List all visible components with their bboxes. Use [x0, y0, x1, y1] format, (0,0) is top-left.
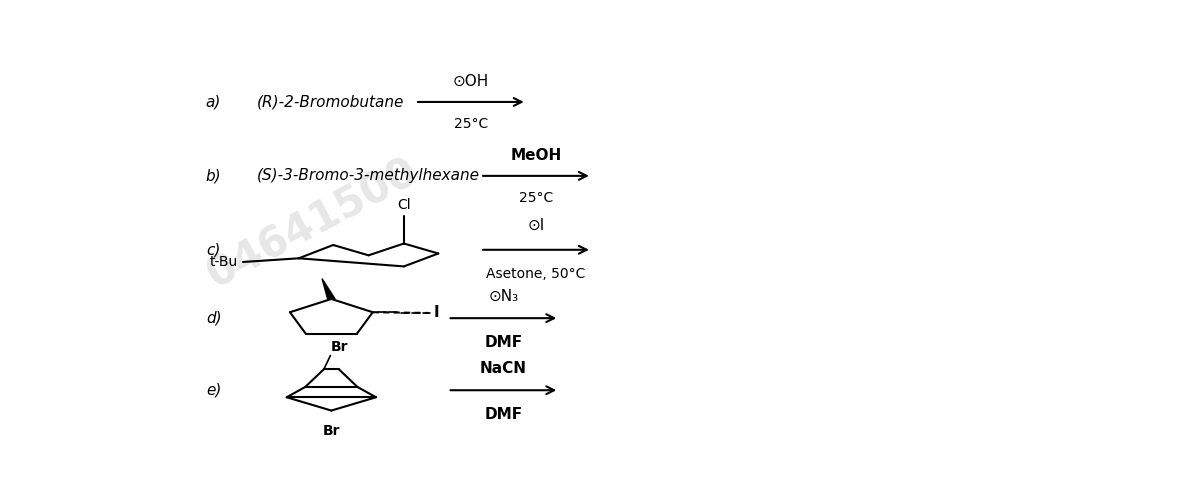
Text: ⊙N₃: ⊙N₃: [488, 288, 518, 303]
Text: (R)-2-Bromobutane: (R)-2-Bromobutane: [257, 95, 404, 109]
Text: 04641500: 04641500: [200, 151, 425, 297]
Text: DMF: DMF: [485, 407, 522, 422]
Text: MeOH: MeOH: [510, 148, 562, 163]
Text: Br: Br: [330, 340, 348, 354]
Text: NaCN: NaCN: [480, 360, 527, 375]
Text: ⊙I: ⊙I: [527, 218, 545, 233]
Text: 25°C: 25°C: [518, 191, 553, 205]
Text: Br: Br: [323, 423, 340, 437]
Text: e): e): [206, 383, 221, 398]
Text: Asetone, 50°C: Asetone, 50°C: [486, 267, 586, 281]
Text: Cl: Cl: [397, 198, 410, 212]
Text: ⊙OH: ⊙OH: [452, 74, 488, 89]
Text: (S)-3-Bromo-3-methylhexane: (S)-3-Bromo-3-methylhexane: [257, 168, 480, 183]
Text: t-Bu: t-Bu: [210, 255, 239, 269]
Polygon shape: [322, 278, 335, 299]
Text: a): a): [206, 95, 221, 109]
Text: d): d): [206, 311, 222, 325]
Text: DMF: DMF: [485, 335, 522, 350]
Text: c): c): [206, 242, 220, 257]
Text: 25°C: 25°C: [454, 117, 488, 131]
Text: I: I: [433, 305, 439, 321]
Text: b): b): [206, 168, 222, 183]
